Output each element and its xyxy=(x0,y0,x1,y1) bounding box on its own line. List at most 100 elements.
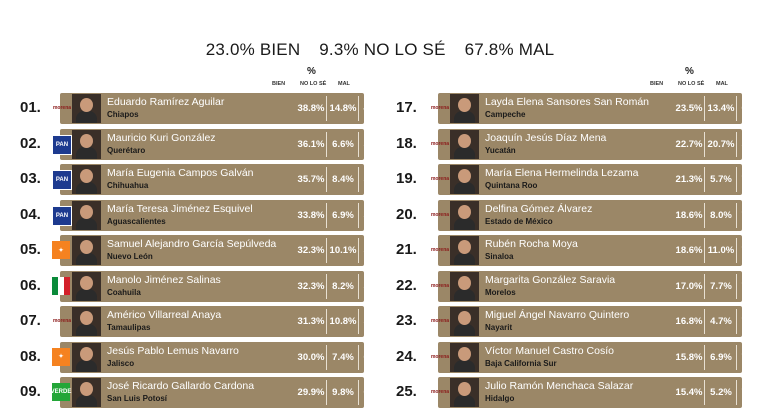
governor-row: 09. VERDE José Ricardo Gallardo Cardona San… xyxy=(20,377,390,408)
party-logo-icon: PAN xyxy=(52,170,72,190)
party-logo-icon: morena xyxy=(430,353,450,360)
bien-value: 15.4% xyxy=(675,387,703,398)
portrait-photo xyxy=(72,200,101,230)
divider xyxy=(704,131,705,157)
nolose-value: 7.4% xyxy=(332,351,354,363)
party-logo-icon: morena xyxy=(52,105,72,111)
divider xyxy=(358,167,359,192)
governor-bar: morena Miguel Ángel Navarro Quintero Nayar… xyxy=(431,306,760,337)
divider xyxy=(736,202,737,228)
governor-name: Samuel Alejandro García Sepúlveda xyxy=(107,238,277,250)
party-logo-icon: morena xyxy=(52,318,72,324)
rank-number: 05. xyxy=(20,241,41,258)
governor-name: Mauricio Kuri González xyxy=(107,131,216,144)
divider xyxy=(358,238,359,263)
governor-name: Miguel Ángel Navarro Quintero xyxy=(485,309,630,321)
divider xyxy=(358,96,359,121)
governor-state: Campeche xyxy=(485,110,526,119)
governor-state: Hidalgo xyxy=(485,394,515,403)
divider xyxy=(736,238,737,263)
portrait-photo xyxy=(450,378,479,407)
percent-label: % xyxy=(307,66,316,77)
governor-state: Tamaulipas xyxy=(107,323,151,332)
mal-value: 60.3% xyxy=(363,387,391,398)
rank-number: 19. xyxy=(396,170,417,187)
governor-state: Sinaloa xyxy=(485,252,514,261)
portrait-photo xyxy=(72,236,101,265)
governor-name: Eduardo Ramírez Aguilar xyxy=(107,96,225,108)
divider xyxy=(326,202,327,228)
rank-number: 23. xyxy=(396,312,417,329)
bien-value: 31.3% xyxy=(297,316,325,327)
party-logo-icon: morena xyxy=(430,318,450,324)
governor-state: Nayarit xyxy=(485,323,513,332)
governor-row: 03. PAN María Eugenia Campos Galván Chihuah… xyxy=(20,164,390,195)
party-logo-icon xyxy=(52,276,70,295)
governor-row: 24. morena Víctor Manuel Castro Cosío Baja … xyxy=(396,341,760,373)
bien-value: 30.0% xyxy=(297,351,325,363)
governor-name: Joaquín Jesús Díaz Mena xyxy=(485,131,607,144)
divider xyxy=(704,238,705,263)
governor-row: 04. PAN María Teresa Jiménez Esquivel Aguas… xyxy=(20,199,390,231)
governor-bar: morena Américo Villarreal Anaya Tamaulipas… xyxy=(53,306,390,337)
rank-number: 07. xyxy=(20,312,41,329)
mal-value: 55.9% xyxy=(363,174,391,185)
governor-row: 01. morena Eduardo Ramírez Aguilar Chiapos 3… xyxy=(20,93,390,124)
bien-value: 32.3% xyxy=(297,280,325,292)
bien-label: BIEN xyxy=(650,81,664,87)
governor-name: Rubén Rocha Moya xyxy=(485,238,578,250)
mal-value: 57.3% xyxy=(363,138,391,150)
divider xyxy=(704,96,705,121)
summary-nolose: 9.3% NO LO SÉ xyxy=(319,40,446,59)
governor-bar: ✦ Jesús Pablo Lemus Navarro Jalisco 30.0% 7.… xyxy=(52,341,390,373)
portrait-photo xyxy=(450,200,479,230)
portrait-photo xyxy=(450,129,479,159)
governor-row: 17. morena Layda Elena Sansores San Román C… xyxy=(396,93,760,124)
bien-value: 35.7% xyxy=(297,174,325,185)
nolose-value: 5.7% xyxy=(710,174,732,185)
mal-value: 79.4% xyxy=(741,387,760,398)
column-header: % BIEN NO LO SÉ MAL xyxy=(30,66,362,90)
governor-state: Morelos xyxy=(485,287,516,297)
governor-row: 06. Manolo Jiménez Salinas Coahuila 32.3% 8.… xyxy=(20,270,390,302)
divider xyxy=(326,344,327,370)
divider xyxy=(358,273,359,299)
governor-bar: morena Julio Ramón Menchaca Salazar Hidalg… xyxy=(431,377,760,408)
percent-label: % xyxy=(685,66,694,77)
governor-bar: morena Eduardo Ramírez Aguilar Chiapos 38.8… xyxy=(53,93,390,124)
nolose-value: 11.0% xyxy=(707,245,735,256)
summary-mal: 67.8% MAL xyxy=(464,40,555,59)
rank-number: 21. xyxy=(396,241,417,258)
rank-number: 20. xyxy=(396,205,417,223)
rank-number: 24. xyxy=(396,347,417,365)
party-logo-icon: ✦ xyxy=(52,347,70,366)
portrait-photo xyxy=(72,307,101,336)
ranking-panel-left: % BIEN NO LO SÉ MAL 01. morena Eduardo Ram… xyxy=(20,66,390,408)
bien-value: 23.5% xyxy=(675,103,703,114)
governor-row: 23. morena Miguel Ángel Navarro Quintero Na… xyxy=(396,306,760,337)
governor-row: 18. morena Joaquín Jesús Díaz Mena Yucatán 2… xyxy=(396,128,760,160)
governor-state: Chiapos xyxy=(107,110,139,119)
nolose-value: 9.8% xyxy=(332,387,354,398)
rank-number: 01. xyxy=(20,99,41,116)
portrait-photo xyxy=(72,129,101,159)
rank-number: 22. xyxy=(396,276,417,294)
governor-name: Víctor Manuel Castro Cosío xyxy=(485,344,614,357)
nolose-label: NO LO SÉ xyxy=(300,81,327,87)
governor-state: Querétaro xyxy=(107,145,146,155)
governor-bar: morena Rubén Rocha Moya Sinaloa 18.6% 11.0% 7… xyxy=(431,235,760,266)
bien-value: 17.0% xyxy=(675,280,703,292)
divider xyxy=(704,344,705,370)
mal-value: 70.4% xyxy=(741,245,760,256)
mal-value: 57.9% xyxy=(363,316,391,327)
party-logo-icon: PAN xyxy=(52,134,72,155)
portrait-photo xyxy=(450,271,479,301)
party-logo-icon: morena xyxy=(430,389,450,395)
mal-value: 59.3% xyxy=(363,209,391,221)
nolose-value: 8.4% xyxy=(332,174,354,185)
governor-row: 20. morena Delfina Gómez Álvarez Estado de … xyxy=(396,199,760,231)
portrait-photo xyxy=(450,165,479,194)
mal-value: 46.4% xyxy=(363,103,391,114)
governor-row: 21. morena Rubén Rocha Moya Sinaloa 18.6% 11.… xyxy=(396,235,760,266)
divider xyxy=(358,380,359,405)
